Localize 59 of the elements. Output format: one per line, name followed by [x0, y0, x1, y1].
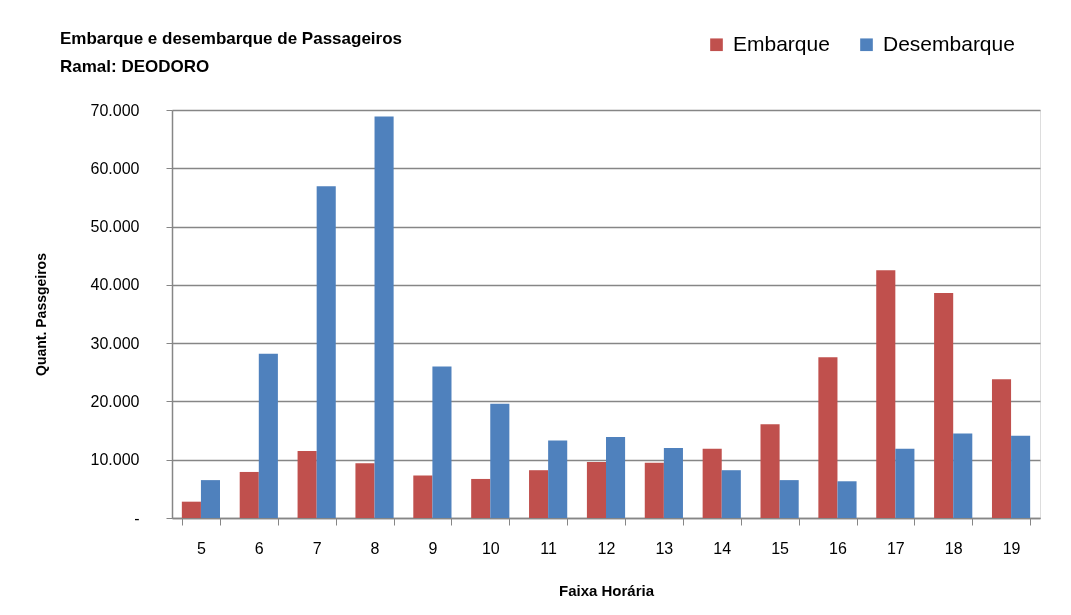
legend-label: Desembarque — [883, 31, 1015, 55]
x-tick-label: 7 — [312, 539, 322, 557]
y-axis-title: Quant. Passgeiros — [32, 252, 49, 376]
bar — [818, 357, 838, 518]
bar — [779, 480, 799, 518]
x-tick-label: 16 — [829, 539, 847, 557]
chart-title: Embarque e desembarque de Passageiros — [60, 29, 403, 48]
bar — [548, 440, 568, 518]
bar — [721, 470, 741, 518]
y-tick-label: - — [134, 509, 140, 527]
bar — [297, 450, 317, 518]
x-axis-title: Faixa Horária — [558, 581, 655, 599]
x-tick-label: 14 — [713, 539, 732, 557]
bar — [413, 475, 433, 518]
bar — [374, 116, 394, 518]
x-tick-label: 12 — [597, 539, 616, 557]
legend-label: Embarque — [733, 31, 830, 55]
y-tick-label: 70.000 — [90, 101, 140, 119]
bar — [355, 463, 375, 518]
bar — [200, 480, 221, 518]
bar — [1011, 435, 1031, 518]
bar — [760, 424, 780, 518]
x-tick-label: 8 — [370, 539, 380, 557]
bar — [471, 478, 491, 518]
y-tick-label: 20.000 — [90, 392, 140, 410]
bar — [644, 462, 664, 518]
bar — [934, 293, 954, 518]
x-tick-label: 17 — [886, 539, 905, 557]
x-tick-label: 13 — [655, 539, 674, 557]
x-tick-label: 10 — [481, 539, 500, 557]
bar — [991, 379, 1012, 518]
x-tick-label: 11 — [540, 539, 558, 557]
bar — [586, 462, 606, 518]
x-tick-label: 19 — [1002, 539, 1021, 557]
bar — [606, 436, 626, 518]
bar — [490, 403, 510, 518]
bar — [432, 366, 452, 518]
bar — [316, 186, 336, 518]
bar — [258, 353, 278, 518]
y-tick-label: 10.000 — [90, 451, 140, 469]
bar — [181, 501, 201, 518]
y-tick-label: 60.000 — [90, 159, 140, 177]
bar — [702, 448, 722, 518]
bar — [895, 448, 915, 518]
bar — [876, 270, 896, 518]
y-tick-label: 50.000 — [90, 218, 140, 236]
bar — [837, 481, 857, 518]
x-tick-label: 6 — [254, 539, 264, 557]
chart-subtitle: Ramal: DEODORO — [60, 57, 210, 76]
bar — [239, 471, 259, 518]
y-tick-label: 40.000 — [90, 276, 140, 294]
x-tick-label: 15 — [771, 539, 790, 557]
bar — [953, 433, 973, 518]
x-tick-label: 5 — [196, 539, 206, 557]
y-tick-label: 30.000 — [90, 334, 140, 352]
bar — [663, 448, 683, 518]
x-tick-label: 18 — [944, 539, 963, 557]
x-tick-label: 9 — [428, 539, 438, 557]
bar — [529, 470, 549, 518]
